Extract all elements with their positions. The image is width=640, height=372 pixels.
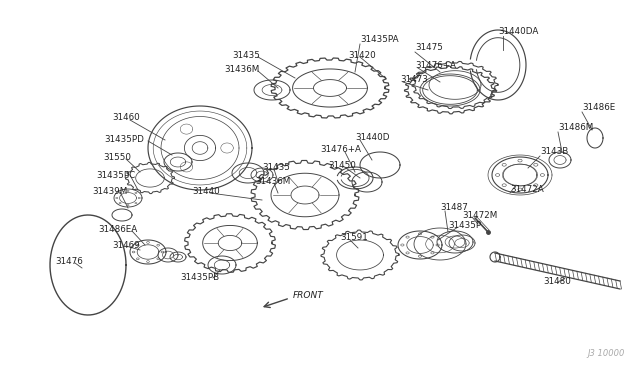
Text: 31435PA: 31435PA: [360, 35, 399, 45]
Text: 31440: 31440: [192, 187, 220, 196]
Text: 31460: 31460: [112, 113, 140, 122]
Text: 31436M: 31436M: [255, 177, 291, 186]
Text: 31486M: 31486M: [558, 124, 593, 132]
Text: 31487: 31487: [440, 203, 468, 212]
Text: 31476+A: 31476+A: [415, 61, 456, 70]
Text: 31469: 31469: [112, 241, 140, 250]
Text: 31420: 31420: [348, 51, 376, 60]
Text: 31476: 31476: [55, 257, 83, 266]
Text: 31435PD: 31435PD: [104, 135, 144, 144]
Text: 31550: 31550: [103, 154, 131, 163]
Text: 31435PB: 31435PB: [180, 273, 219, 282]
Text: J3 10000: J3 10000: [588, 349, 625, 358]
Text: 31435: 31435: [232, 51, 260, 60]
Text: 31472M: 31472M: [462, 211, 497, 219]
Text: 31480: 31480: [543, 278, 571, 286]
Text: 31439M: 31439M: [92, 187, 127, 196]
Text: 31435: 31435: [262, 164, 290, 173]
Text: FRONT: FRONT: [293, 291, 324, 299]
Text: 31436M: 31436M: [224, 65, 259, 74]
Text: 31472A: 31472A: [510, 186, 544, 195]
Text: 3143B: 3143B: [540, 148, 568, 157]
Text: 31440DA: 31440DA: [498, 28, 538, 36]
Text: 31435PC: 31435PC: [96, 170, 135, 180]
Text: 31440D: 31440D: [355, 134, 390, 142]
Text: 31486EA: 31486EA: [98, 225, 137, 234]
Text: 31450: 31450: [328, 160, 356, 170]
Text: 31473: 31473: [400, 76, 428, 84]
Text: 31591: 31591: [340, 234, 368, 243]
Text: 31475: 31475: [415, 44, 443, 52]
Text: 31435P: 31435P: [448, 221, 481, 230]
Text: 31476+A: 31476+A: [320, 145, 361, 154]
Text: 31486E: 31486E: [582, 103, 615, 112]
